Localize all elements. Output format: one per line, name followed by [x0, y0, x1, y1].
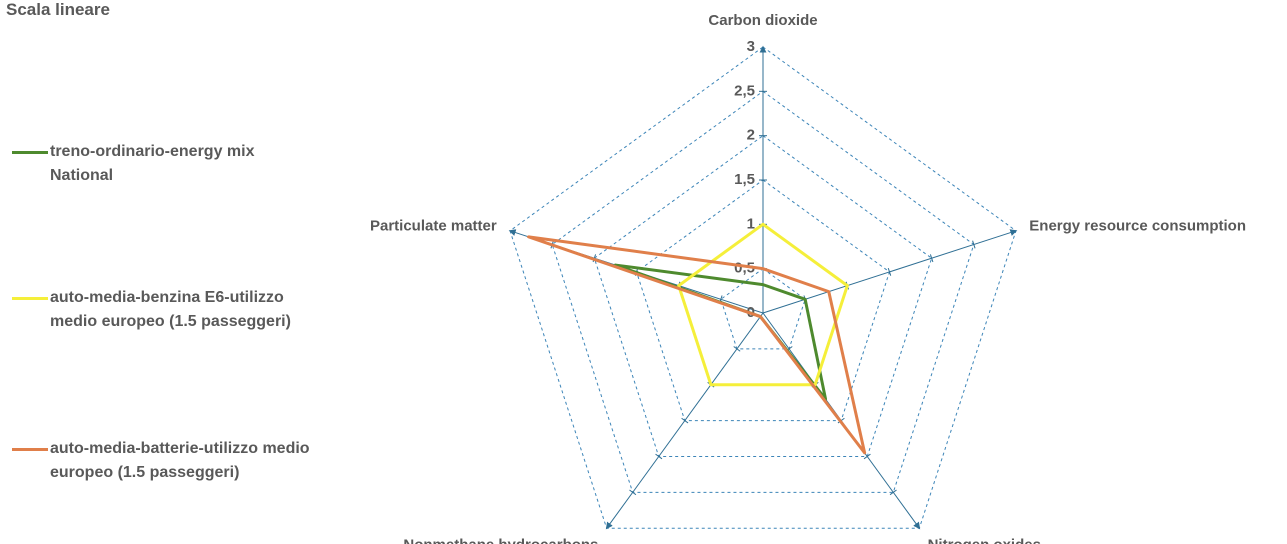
category-label: Carbon dioxide — [708, 12, 817, 29]
legend-swatch — [12, 297, 48, 300]
legend-swatch — [12, 448, 48, 451]
legend-item: treno-ordinario-energy mix National — [12, 140, 312, 188]
chart-title: Scala lineare — [6, 0, 110, 19]
category-label: Energy resource consumption — [1029, 217, 1246, 234]
tick-mark — [655, 453, 663, 460]
category-label: Nonmethane hydrocarbons — [403, 536, 598, 544]
legend-label: auto-media-batterie-utilizzo medio europ… — [50, 440, 310, 481]
tick-mark — [681, 417, 689, 424]
tick-mark — [733, 346, 741, 352]
grid-line — [635, 179, 891, 422]
legend-label: treno-ordinario-energy mix National — [50, 143, 255, 184]
y-tick-label: 1 — [747, 215, 755, 232]
legend-swatch — [12, 151, 48, 154]
tick-mark — [929, 254, 934, 263]
series-line — [527, 235, 867, 455]
y-tick-label: 1,5 — [734, 171, 755, 188]
grid-line — [551, 90, 975, 493]
tick-mark — [629, 489, 637, 496]
category-label: Nitrogen oxides — [928, 536, 1041, 544]
y-tick-label: 0,5 — [734, 260, 755, 277]
legend-item: auto-media-benzina E6-utilizzo medio eur… — [12, 286, 312, 334]
legend-item: auto-media-batterie-utilizzo medio europ… — [12, 437, 312, 485]
series-line — [677, 222, 849, 387]
tick-mark — [889, 489, 897, 496]
legend-label: auto-media-benzina E6-utilizzo medio eur… — [50, 289, 291, 330]
y-tick-label: 2 — [747, 127, 755, 144]
category-label: Particulate matter — [370, 217, 497, 234]
tick-mark — [887, 267, 892, 276]
tick-mark — [972, 240, 976, 249]
tick-mark — [863, 453, 871, 460]
grid-line — [720, 268, 806, 350]
grid-line — [509, 46, 1017, 529]
y-tick-label: 3 — [747, 38, 755, 55]
y-tick-label: 2,5 — [734, 82, 755, 99]
